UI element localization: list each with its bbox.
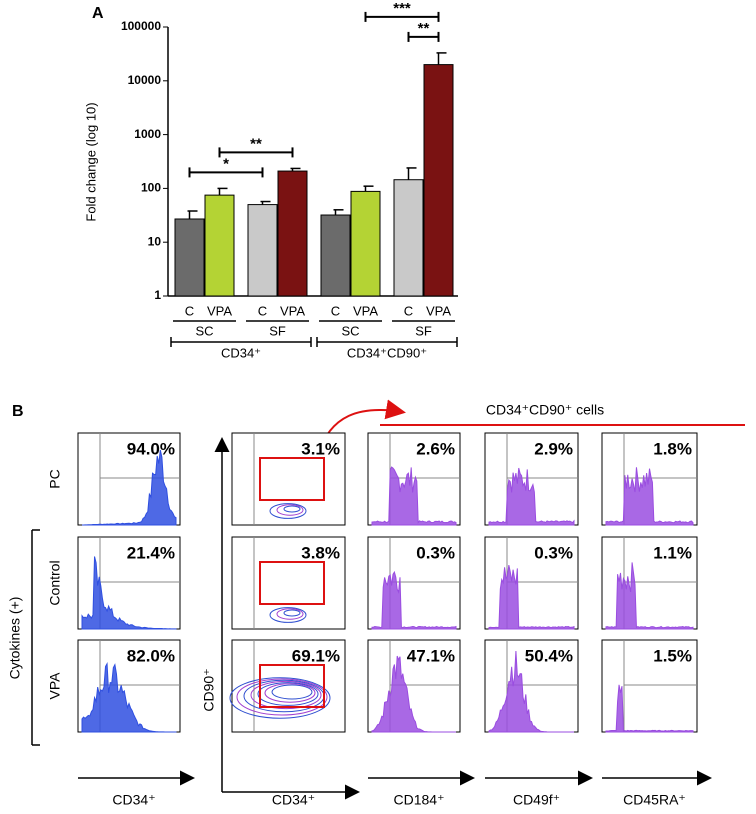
y-tick-label: 1 <box>154 288 161 302</box>
percentage: 3.1% <box>301 439 340 458</box>
y-tick-label: 100000 <box>121 19 161 33</box>
plot-frame <box>231 432 346 526</box>
panel-label: A <box>92 5 104 22</box>
histogram <box>605 562 694 630</box>
row-group-label: Cytokines (+) <box>7 597 23 680</box>
percentage: 1.8% <box>653 439 692 458</box>
histogram <box>371 570 457 630</box>
histogram <box>81 450 177 526</box>
x-tick-label: VPA <box>207 303 232 318</box>
histogram <box>81 662 177 733</box>
percentage: 0.3% <box>416 543 455 562</box>
group-label: CD34⁺CD90⁺ <box>347 345 427 360</box>
x-axis-label: CD34⁺ <box>112 792 155 808</box>
gate <box>259 457 325 501</box>
comparison-label: ** <box>250 135 262 152</box>
percentage: 21.4% <box>127 543 175 562</box>
row-label: Control <box>47 560 63 605</box>
panel-label: B <box>12 403 24 420</box>
y-tick-label: 10 <box>148 234 162 248</box>
contour <box>250 680 322 710</box>
header: CD34⁺CD90⁺ cells <box>486 402 604 418</box>
plot-frame <box>231 536 346 630</box>
x-tick-label: VPA <box>426 303 451 318</box>
x-tick-label: C <box>185 303 194 318</box>
x-tick-label: C <box>404 303 413 318</box>
contour <box>269 607 307 623</box>
y-tick-label: 100 <box>141 181 161 195</box>
percentage: 2.9% <box>534 439 573 458</box>
contour <box>264 683 316 703</box>
bar <box>320 214 351 297</box>
percentage: 82.0% <box>127 646 175 665</box>
x-tick-label: VPA <box>353 303 378 318</box>
histogram <box>488 565 575 630</box>
contour <box>276 504 304 516</box>
x-tick-label: C <box>258 303 267 318</box>
contour <box>229 677 331 719</box>
contour <box>236 678 328 716</box>
y-tick-label: 10000 <box>128 73 162 87</box>
group-label: CD34⁺ <box>221 345 261 360</box>
contour <box>276 608 304 620</box>
subgroup-label: SC <box>341 323 359 338</box>
y-axis-title: Fold change (log 10) <box>83 102 98 221</box>
percentage: 94.0% <box>127 439 175 458</box>
subgroup-label: SF <box>269 323 286 338</box>
bar <box>423 64 454 297</box>
bar <box>393 179 424 297</box>
gate <box>259 664 325 708</box>
percentage: 1.1% <box>653 543 692 562</box>
x-axis-label: CD184⁺ <box>394 792 445 808</box>
histogram <box>605 684 694 733</box>
percentage: 47.1% <box>407 646 455 665</box>
comparison-label: ** <box>418 20 430 37</box>
row-label: PC <box>47 469 63 488</box>
y-axis-label: CD90⁺ <box>201 668 217 711</box>
histogram <box>371 466 457 526</box>
x-axis-label: CD49f⁺ <box>513 792 560 808</box>
histogram <box>81 556 177 630</box>
x-axis-label: CD45RA⁺ <box>623 792 686 808</box>
contour <box>271 684 313 700</box>
percentage: 69.1% <box>292 646 340 665</box>
row-label: VPA <box>47 672 63 700</box>
contour <box>269 503 307 519</box>
subgroup-label: SF <box>415 323 432 338</box>
bar <box>247 204 278 297</box>
histogram <box>488 651 574 733</box>
contour <box>283 505 301 513</box>
percentage: 2.6% <box>416 439 455 458</box>
bar <box>174 218 205 297</box>
contour <box>283 609 301 617</box>
contour <box>257 682 319 706</box>
bar <box>350 190 381 297</box>
y-tick-label: 1000 <box>134 127 161 141</box>
percentage: 1.5% <box>653 646 692 665</box>
histogram <box>605 467 694 526</box>
percentage: 3.8% <box>301 543 340 562</box>
percentage: 0.3% <box>534 543 573 562</box>
x-tick-label: VPA <box>280 303 305 318</box>
bar <box>204 194 235 297</box>
bar <box>277 170 308 297</box>
x-axis-label: CD34⁺ <box>272 792 315 808</box>
plot-frame <box>231 639 346 733</box>
gate <box>259 561 325 605</box>
comparison-label: *** <box>393 0 411 17</box>
histogram <box>488 467 575 526</box>
percentage: 50.4% <box>525 646 573 665</box>
x-tick-label: C <box>331 303 340 318</box>
subgroup-label: SC <box>195 323 213 338</box>
comparison-label: * <box>223 155 229 172</box>
histogram <box>371 655 456 733</box>
